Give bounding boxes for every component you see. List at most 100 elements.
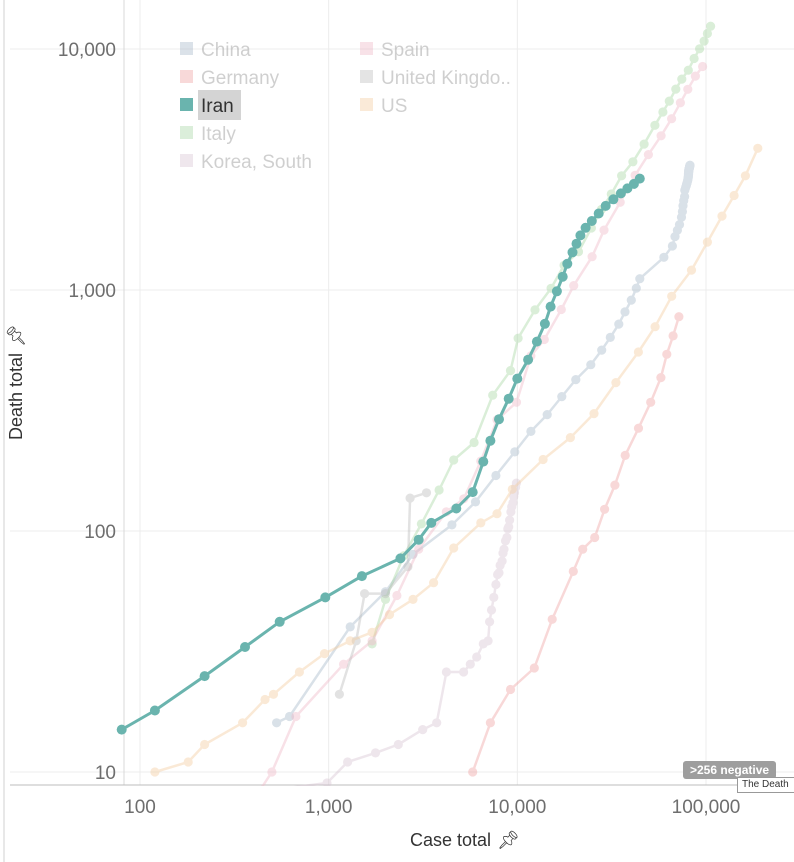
data-point: [345, 636, 355, 646]
data-point: [571, 238, 582, 249]
data-point: [320, 592, 331, 603]
data-point: [699, 36, 709, 46]
x-tick-label: 100: [124, 797, 156, 818]
data-point: [510, 447, 520, 457]
data-point: [667, 114, 677, 124]
data-point: [272, 718, 282, 728]
data-point: [491, 579, 501, 590]
data-point: [200, 739, 210, 750]
data-point: [334, 689, 344, 699]
data-point: [677, 206, 688, 217]
series-iran: [116, 173, 645, 735]
data-point: [467, 487, 478, 498]
pin-icon[interactable]: 📌︎: [6, 324, 26, 347]
data-point: [408, 549, 418, 560]
data-point: [667, 291, 677, 301]
data-point: [395, 553, 406, 564]
data-point: [150, 767, 160, 777]
legend-highlight: [198, 90, 241, 120]
series-line: [471, 316, 681, 773]
data-point: [405, 493, 415, 503]
data-point: [240, 642, 250, 652]
data-point: [238, 718, 248, 728]
legend: China Germany Iran Italy Korea, South Spain Un…: [180, 40, 511, 173]
legend-swatch: [360, 70, 373, 83]
data-point: [684, 165, 694, 175]
data-point: [635, 274, 645, 284]
legend-label: Germany: [201, 68, 280, 89]
legend-item[interactable]: China: [180, 40, 251, 61]
data-point: [684, 164, 694, 174]
data-point: [345, 622, 355, 632]
data-point: [472, 652, 482, 662]
legend-item[interactable]: US: [360, 96, 407, 117]
data-point: [683, 173, 693, 183]
data-point: [717, 211, 727, 221]
data-point: [620, 307, 630, 317]
legend-item[interactable]: Spain: [360, 40, 430, 61]
data-point: [662, 349, 672, 359]
data-point: [492, 509, 502, 519]
legend-item[interactable]: Italy: [180, 124, 236, 145]
data-point: [634, 173, 645, 184]
gridlines: [10, 0, 794, 785]
data-point: [682, 178, 692, 188]
data-point: [674, 312, 684, 322]
legend-item[interactable]: United Kingdo..: [360, 68, 511, 89]
pin-icon[interactable]: 📌︎: [497, 830, 520, 850]
data-point: [633, 423, 644, 433]
data-point: [608, 194, 619, 205]
data-point: [706, 21, 716, 31]
data-point: [586, 360, 596, 370]
data-point: [681, 182, 691, 193]
data-point: [414, 544, 424, 554]
data-point: [429, 578, 439, 588]
data-point: [506, 507, 516, 517]
data-point: [610, 480, 620, 490]
data-point: [617, 171, 627, 181]
y-axis-title[interactable]: Death total 📌︎: [6, 324, 27, 440]
data-point: [683, 170, 694, 180]
data-point: [493, 569, 503, 580]
data-point: [343, 757, 353, 767]
legend-item[interactable]: Iran: [180, 90, 241, 120]
legend-item[interactable]: Germany: [180, 68, 280, 89]
data-point: [225, 791, 234, 800]
legend-label: Spain: [381, 40, 430, 61]
data-point: [683, 84, 693, 94]
data-point: [562, 258, 573, 269]
y-tick-label: 100: [84, 522, 116, 543]
legend-swatch: [360, 98, 373, 111]
data-point: [486, 605, 497, 615]
data-point: [646, 397, 656, 407]
data-point: [367, 636, 377, 646]
x-axis-title[interactable]: Case total 📌︎: [410, 830, 520, 851]
legend-swatch: [360, 42, 373, 55]
data-point: [683, 172, 693, 182]
data-point: [393, 739, 403, 750]
data-point: [650, 120, 660, 130]
data-point: [684, 166, 694, 176]
data-point: [512, 373, 523, 384]
data-point: [690, 71, 701, 81]
data-point: [668, 331, 678, 341]
data-point: [683, 65, 693, 75]
data-point: [643, 150, 654, 160]
data-point: [469, 437, 479, 448]
data-point: [505, 366, 516, 376]
legend-item[interactable]: Korea, South: [180, 152, 312, 173]
data-point: [586, 216, 597, 226]
data-point: [509, 491, 519, 502]
data-point: [667, 241, 678, 251]
legend-swatch: [180, 42, 193, 55]
data-point: [671, 84, 681, 94]
y-tick-label: 10: [95, 763, 116, 784]
data-point: [684, 165, 694, 175]
null-values-badge[interactable]: >256 negative: [683, 761, 777, 779]
data-point: [569, 281, 579, 291]
data-point: [339, 659, 349, 669]
x-tick-label: 100,000: [672, 797, 741, 818]
data-point: [500, 536, 511, 546]
data-point: [507, 502, 517, 512]
data-point: [670, 232, 680, 242]
